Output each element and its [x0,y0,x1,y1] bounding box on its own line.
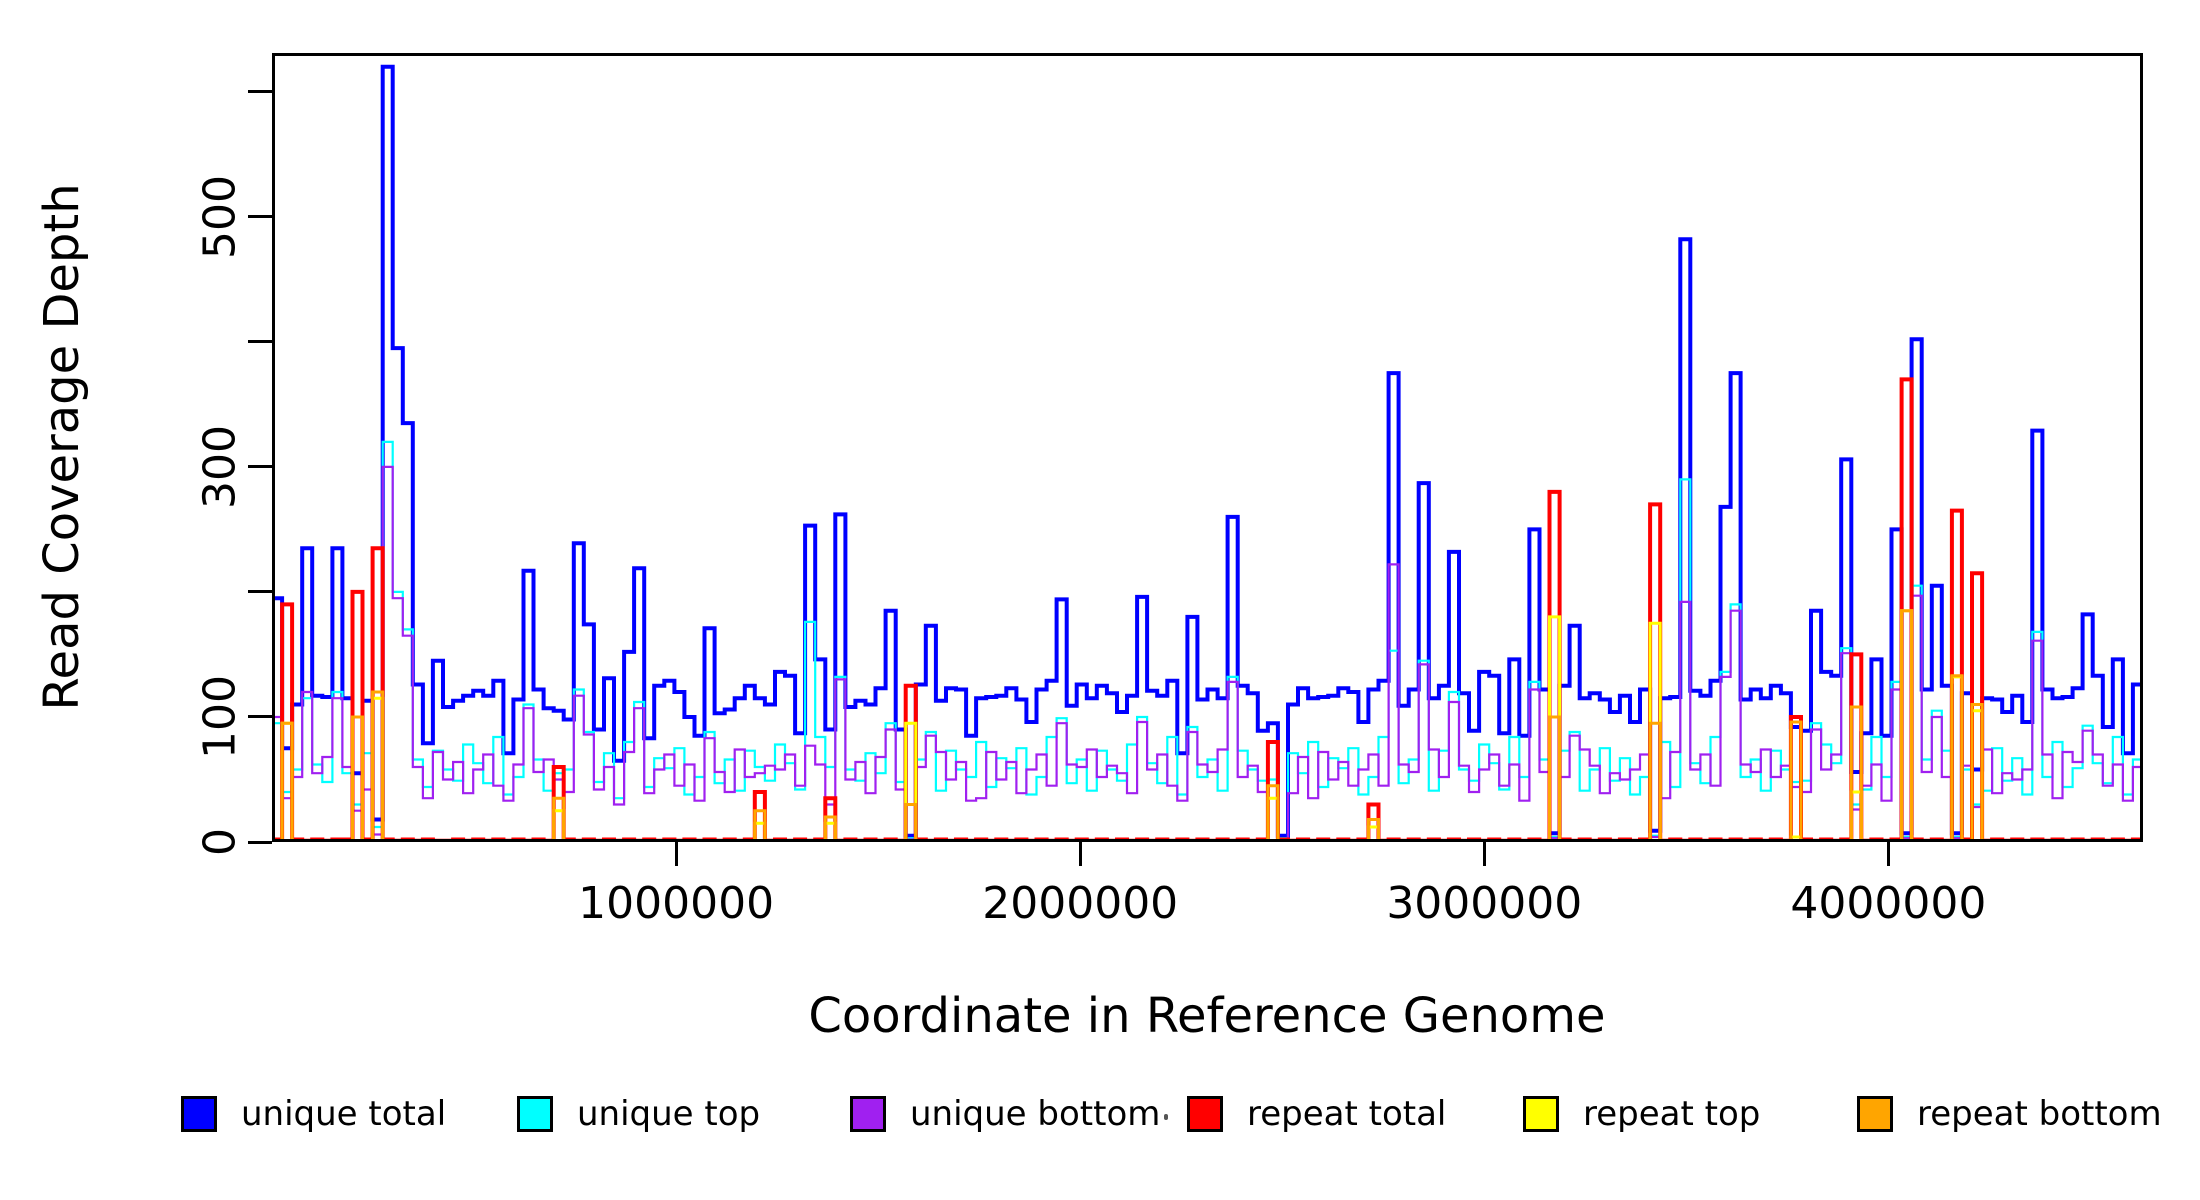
series-unique-bottom [272,465,2143,841]
series-unique-total [272,64,2143,838]
x-tick-1000000 [674,842,678,866]
unique-total-swatch-icon [181,1096,217,1132]
y-tick-0 [248,840,272,844]
y-tick-300 [248,465,272,469]
x-tick-label-1000000: 1000000 [578,878,775,929]
y-tick-100 [248,715,272,719]
legend-item-repeat-total: repeat total [1187,1094,1447,1134]
unique-top-swatch-icon [517,1096,553,1132]
legend-item-unique-top: unique top [517,1094,761,1134]
y-tick-label-100: 100 [194,674,246,759]
coverage-plot-area [272,64,2143,842]
legend-label: unique total [241,1094,447,1134]
x-tick-3000000 [1482,842,1486,866]
legend-item-repeat-top: repeat top [1523,1094,1761,1134]
legend-label: unique top [577,1094,761,1134]
x-tick-label-4000000: 4000000 [1790,878,1987,929]
x-tick-4000000 [1886,842,1890,866]
stray-mark [1164,1114,1168,1120]
legend-item-unique-total: unique total [181,1094,447,1134]
legend: unique total unique top unique bottom re… [0,1094,2200,1136]
legend-label: repeat total [1247,1094,1447,1134]
y-tick-400 [248,340,272,344]
y-tick-label-300: 300 [194,424,246,509]
unique-bottom-swatch-icon [850,1096,886,1132]
repeat-top-swatch-icon [1523,1096,1559,1132]
y-tick-label-0: 0 [194,828,246,856]
legend-label: unique bottom [910,1094,1161,1134]
y-tick-200 [248,590,272,594]
legend-label: repeat top [1583,1094,1761,1134]
repeat-bottom-swatch-icon [1857,1096,1893,1132]
y-tick-label-500: 500 [194,174,246,259]
y-axis-title: Read Coverage Depth [34,183,90,711]
series-repeat-bottom [272,609,2143,842]
x-tick-label-3000000: 3000000 [1386,878,1583,929]
x-axis-title: Coordinate in Reference Genome [808,988,1606,1044]
y-tick-500 [248,215,272,219]
x-tick-2000000 [1078,842,1082,866]
legend-item-unique-bottom: unique bottom [850,1094,1161,1134]
repeat-total-swatch-icon [1187,1096,1223,1132]
legend-item-repeat-bottom: repeat bottom [1857,1094,2162,1134]
legend-label: repeat bottom [1917,1094,2162,1134]
y-tick-600 [248,90,272,94]
x-tick-label-2000000: 2000000 [982,878,1179,929]
